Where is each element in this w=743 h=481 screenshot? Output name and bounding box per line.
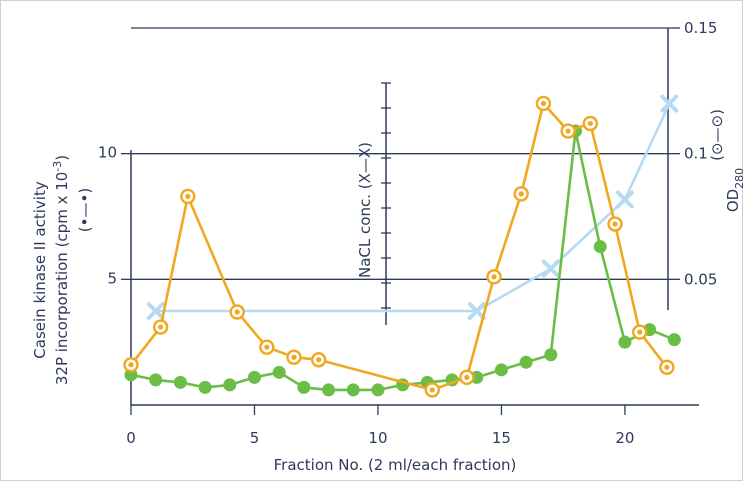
- x-tick-label-0: 0: [126, 429, 136, 447]
- point-nacl-2-b: [541, 259, 560, 278]
- point-od280-14-dot: [612, 221, 618, 227]
- point-od280-3-dot: [234, 309, 240, 315]
- point-casein-17: [544, 348, 558, 362]
- point-od280-11-dot: [540, 100, 547, 106]
- point-casein-15: [494, 363, 508, 377]
- left-legend-text: (•—•): [76, 188, 94, 232]
- point-od280-7-dot: [429, 387, 435, 393]
- point-od280-2: [180, 188, 196, 205]
- point-od280-12-dot: [565, 128, 571, 134]
- point-casein-16: [519, 355, 533, 369]
- point-od280-14: [607, 216, 623, 232]
- x-tick-label-5: 5: [250, 429, 260, 447]
- point-od280-4: [259, 339, 275, 355]
- point-od280-13-dot: [587, 120, 593, 127]
- y-right-tick-label-0.05: 0.05: [684, 270, 717, 288]
- x-axis-title: Fraction No. (2 ml/each fraction): [274, 456, 517, 474]
- y-right-tick-label-0.1: 0.1: [684, 145, 708, 163]
- left-axis-title-2: 32P incorporation (cpm x 10-3): [51, 155, 71, 385]
- point-nacl-0-b: [146, 302, 165, 320]
- point-nacl-4: [660, 94, 679, 113]
- point-od280-9-dot: [491, 274, 497, 280]
- point-od280-10-dot: [518, 191, 524, 197]
- point-od280-15-dot: [637, 329, 643, 335]
- left-legend: (•—•): [76, 188, 94, 232]
- point-casein-2: [173, 375, 187, 389]
- series-line-od280: [129, 102, 668, 392]
- point-casein-3: [198, 380, 212, 394]
- point-nacl-0: [146, 302, 165, 320]
- series-line-casein: [130, 129, 675, 392]
- point-od280-0-dot: [128, 362, 134, 368]
- y-axis-right: 0.05 0.1 0.15: [667, 19, 717, 310]
- point-casein-6: [272, 365, 286, 379]
- point-od280-1: [152, 319, 169, 335]
- point-casein-8: [322, 383, 336, 397]
- point-od280-16: [659, 359, 675, 375]
- right-axis-title: OD280: [724, 168, 743, 212]
- point-od280-2-dot: [185, 193, 191, 199]
- point-casein-4: [223, 378, 237, 392]
- point-od280-4-dot: [264, 344, 270, 350]
- mid-axis-title-text: NaCL conc. (X—X): [356, 142, 374, 278]
- y-left-tick-label-5: 5: [107, 269, 117, 287]
- point-od280-8-dot: [464, 374, 470, 380]
- x-tick-label-10: 10: [368, 429, 387, 447]
- point-od280-13: [582, 115, 599, 132]
- point-od280-12: [560, 123, 576, 139]
- point-casein-1: [149, 373, 163, 387]
- point-casein-10: [371, 383, 385, 397]
- right-legend-text: (⊙—⊙): [708, 109, 726, 161]
- point-od280-1-dot: [158, 324, 164, 330]
- point-od280-8: [459, 369, 475, 386]
- point-nacl-2: [541, 259, 560, 278]
- point-od280-6-dot: [316, 357, 322, 363]
- point-casein-22: [667, 333, 681, 347]
- mid-axis-title: NaCL conc. (X—X): [356, 142, 374, 278]
- series-casein-kinase: [124, 124, 681, 397]
- y-left-tick-label-10: 10: [98, 144, 117, 162]
- nacl-axis: [381, 82, 391, 325]
- series-od280: [123, 95, 675, 398]
- point-nacl-1-b: [467, 302, 486, 320]
- point-od280-6: [310, 352, 327, 368]
- right-legend: (⊙—⊙): [708, 109, 726, 161]
- gridlines: [131, 27, 668, 280]
- y-right-tick-label-0.15: 0.15: [684, 19, 717, 37]
- point-od280-9: [486, 269, 502, 285]
- point-od280-11: [535, 95, 552, 112]
- point-casein-9: [346, 383, 360, 397]
- x-tick-label-20: 20: [615, 429, 634, 447]
- point-od280-10: [513, 186, 529, 202]
- left-axis-title: Casein kinase II activity: [31, 181, 49, 359]
- x-axis: 0 5 10 15 20: [126, 404, 699, 447]
- point-od280-0: [123, 357, 139, 373]
- left-axis-title-line1: Casein kinase II activity: [31, 181, 49, 359]
- point-nacl-4-b: [660, 94, 679, 113]
- point-od280-7: [424, 382, 440, 398]
- series-nacl: [146, 94, 679, 320]
- point-od280-3: [229, 304, 245, 320]
- point-nacl-3-b: [615, 190, 634, 209]
- point-od280-15: [632, 324, 648, 340]
- point-nacl-1: [467, 302, 486, 320]
- right-axis-title-text: OD280: [724, 168, 743, 212]
- point-nacl-3: [615, 190, 634, 209]
- x-tick-label-15: 15: [492, 429, 511, 447]
- point-od280-5: [286, 349, 302, 365]
- point-od280-16-dot: [664, 364, 670, 370]
- point-od280-5-dot: [291, 354, 297, 360]
- y-axis-left: 5 10: [98, 144, 132, 405]
- point-casein-5: [247, 370, 261, 384]
- point-casein-20: [618, 335, 632, 349]
- point-casein-7: [297, 380, 311, 394]
- left-axis-title-line2: 32P incorporation (cpm x 10-3): [51, 155, 71, 385]
- point-casein-19: [593, 240, 607, 254]
